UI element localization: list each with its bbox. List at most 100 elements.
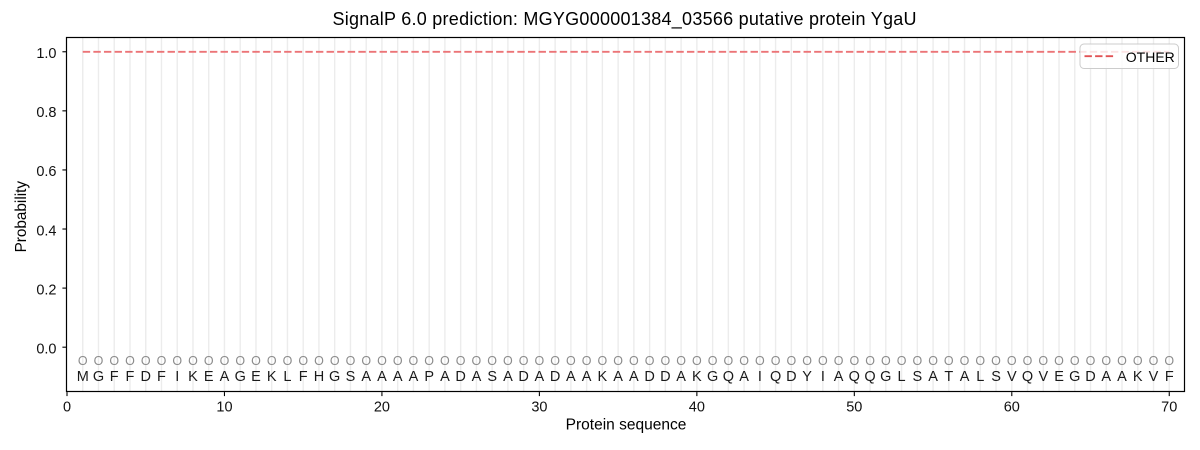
svg-text:O: O <box>235 354 245 368</box>
svg-text:O: O <box>172 354 182 368</box>
svg-text:O: O <box>535 354 545 368</box>
svg-text:V: V <box>1149 369 1159 385</box>
svg-text:K: K <box>692 369 702 385</box>
svg-text:O: O <box>472 354 482 368</box>
svg-text:Q: Q <box>864 369 875 385</box>
svg-text:E: E <box>1054 369 1064 385</box>
svg-text:O: O <box>708 354 718 368</box>
svg-text:D: D <box>455 369 465 385</box>
svg-text:O: O <box>503 354 513 368</box>
svg-text:G: G <box>1069 369 1080 385</box>
svg-text:S: S <box>912 369 922 385</box>
svg-text:O: O <box>1133 354 1143 368</box>
svg-text:F: F <box>126 369 135 385</box>
svg-text:S: S <box>991 369 1001 385</box>
svg-text:O: O <box>550 354 560 368</box>
svg-text:10: 10 <box>216 400 232 416</box>
svg-text:O: O <box>1023 354 1033 368</box>
svg-text:O: O <box>613 354 623 368</box>
svg-text:L: L <box>976 369 984 385</box>
svg-text:O: O <box>78 354 88 368</box>
svg-text:O: O <box>283 354 293 368</box>
svg-text:O: O <box>125 354 135 368</box>
svg-text:O: O <box>251 354 261 368</box>
svg-text:A: A <box>393 369 403 385</box>
svg-text:O: O <box>1149 354 1159 368</box>
svg-text:O: O <box>598 354 608 368</box>
svg-text:K: K <box>267 369 277 385</box>
svg-text:O: O <box>582 354 592 368</box>
svg-text:A: A <box>220 369 230 385</box>
svg-text:O: O <box>739 354 749 368</box>
svg-text:A: A <box>928 369 938 385</box>
svg-text:L: L <box>898 369 906 385</box>
svg-text:O: O <box>377 354 387 368</box>
svg-text:O: O <box>1038 354 1048 368</box>
svg-text:O: O <box>723 354 733 368</box>
svg-text:O: O <box>566 354 576 368</box>
svg-text:Y: Y <box>802 369 812 385</box>
svg-text:1.0: 1.0 <box>36 46 56 62</box>
svg-text:A: A <box>1101 369 1111 385</box>
svg-text:K: K <box>1133 369 1143 385</box>
svg-text:A: A <box>377 369 387 385</box>
svg-text:O: O <box>912 354 922 368</box>
svg-text:K: K <box>188 369 198 385</box>
svg-text:50: 50 <box>846 400 862 416</box>
svg-text:20: 20 <box>374 400 390 416</box>
svg-text:O: O <box>393 354 403 368</box>
svg-text:O: O <box>424 354 434 368</box>
svg-text:0.4: 0.4 <box>36 223 56 239</box>
svg-text:S: S <box>487 369 497 385</box>
svg-text:D: D <box>786 369 796 385</box>
svg-text:G: G <box>707 369 718 385</box>
svg-text:OTHER: OTHER <box>1126 49 1175 65</box>
svg-text:A: A <box>409 369 419 385</box>
svg-text:0.2: 0.2 <box>36 282 56 298</box>
svg-text:O: O <box>1054 354 1064 368</box>
svg-text:L: L <box>283 369 291 385</box>
svg-text:G: G <box>235 369 246 385</box>
svg-text:A: A <box>676 369 686 385</box>
svg-text:O: O <box>897 354 907 368</box>
svg-text:30: 30 <box>531 400 547 416</box>
svg-text:O: O <box>519 354 529 368</box>
svg-text:F: F <box>157 369 166 385</box>
svg-text:I: I <box>821 369 825 385</box>
svg-text:O: O <box>676 354 686 368</box>
svg-text:D: D <box>660 369 670 385</box>
svg-text:F: F <box>1165 369 1174 385</box>
svg-text:O: O <box>928 354 938 368</box>
svg-text:O: O <box>645 354 655 368</box>
svg-text:O: O <box>1070 354 1080 368</box>
svg-text:O: O <box>267 354 277 368</box>
svg-text:O: O <box>361 354 371 368</box>
svg-text:O: O <box>818 354 828 368</box>
svg-text:O: O <box>692 354 702 368</box>
svg-text:O: O <box>849 354 859 368</box>
svg-text:A: A <box>834 369 844 385</box>
svg-text:Q: Q <box>723 369 734 385</box>
svg-text:A: A <box>361 369 371 385</box>
svg-text:Probability: Probability <box>13 181 30 253</box>
svg-text:A: A <box>1117 369 1127 385</box>
svg-text:O: O <box>314 354 324 368</box>
svg-text:O: O <box>1007 354 1017 368</box>
svg-text:O: O <box>409 354 419 368</box>
svg-text:O: O <box>109 354 119 368</box>
svg-text:O: O <box>771 354 781 368</box>
svg-text:A: A <box>440 369 450 385</box>
svg-text:0: 0 <box>63 400 71 416</box>
svg-text:E: E <box>204 369 214 385</box>
svg-text:70: 70 <box>1161 400 1177 416</box>
svg-text:O: O <box>1117 354 1127 368</box>
svg-text:O: O <box>141 354 151 368</box>
svg-text:V: V <box>1007 369 1017 385</box>
svg-text:D: D <box>140 369 150 385</box>
svg-text:O: O <box>1101 354 1111 368</box>
svg-text:0.0: 0.0 <box>36 341 56 357</box>
svg-text:M: M <box>77 369 89 385</box>
svg-text:G: G <box>329 369 340 385</box>
svg-text:O: O <box>881 354 891 368</box>
svg-text:60: 60 <box>1004 400 1020 416</box>
